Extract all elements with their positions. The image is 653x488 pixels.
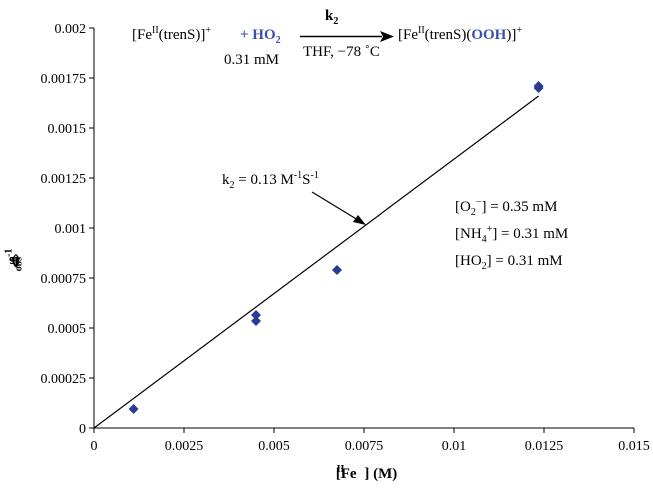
y-tick-label: 0.00125 <box>41 172 87 187</box>
fit-label-pointer-head <box>353 215 366 225</box>
y-tick-label: 0.0015 <box>48 122 87 137</box>
y-tick-label: 0.0005 <box>48 322 87 337</box>
condition-nh4: [NH4+] = 0.31 mM <box>455 224 569 245</box>
reaction-reagent: + HO2 <box>240 27 281 46</box>
x-ticks: 0 0.0025 0.005 0.0075 0.01 0.0125 0.015 <box>91 428 650 454</box>
y-tick-label: 0.00175 <box>41 72 87 87</box>
y-ticks: 0 0.00025 0.0005 0.00075 0.001 0.00125 0.0015 0… <box>41 22 94 437</box>
y-tick-label: 0 <box>79 422 86 437</box>
y-tick-label: 0.001 <box>55 222 87 237</box>
data-point <box>251 310 261 320</box>
x-tick-label: 0.0125 <box>525 439 564 454</box>
data-points <box>128 81 544 414</box>
fit-line <box>93 95 539 429</box>
x-tick-label: 0 <box>91 439 98 454</box>
y-tick-label: 0.00025 <box>41 372 87 387</box>
fit-label-pointer-shaft <box>311 191 359 221</box>
x-tick-label: 0.015 <box>618 439 650 454</box>
y-axis-label: k obs (s -1) <box>3 248 25 272</box>
condition-ho2: [HO2] = 0.31 mM <box>455 253 563 272</box>
y-tick-label: 0.002 <box>55 22 87 37</box>
reaction-concentration: 0.31 mM <box>224 52 280 68</box>
x-tick-label: 0.01 <box>442 439 467 454</box>
reaction-reactant: [FeII(trenS)]+ <box>132 25 211 44</box>
reaction-conditions: THF, −78 ˚C <box>303 44 380 60</box>
reaction-arrow-head <box>380 31 394 42</box>
x-tick-label: 0.005 <box>258 439 290 454</box>
fit-label: k2 = 0.13 M-1S-1 <box>222 170 319 191</box>
data-point <box>533 81 544 91</box>
x-tick-label: 0.0075 <box>345 439 384 454</box>
reaction-rate-constant: k2 <box>325 8 339 27</box>
data-point <box>128 404 139 414</box>
data-point <box>251 316 261 326</box>
x-axis-label: [FeII] (M) <box>335 464 398 483</box>
x-tick-label: 0.0025 <box>165 439 204 454</box>
y-tick-label: 0.00075 <box>41 272 87 287</box>
data-point <box>332 265 342 275</box>
condition-o2: [O2−] = 0.35 mM <box>455 197 558 218</box>
reaction-product: [FeII(trenS)(OOH)]+ <box>398 25 522 44</box>
